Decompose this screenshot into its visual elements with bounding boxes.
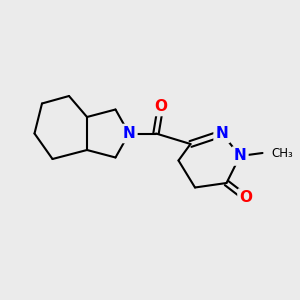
Text: CH₃: CH₃ bbox=[272, 146, 293, 160]
Text: N: N bbox=[216, 126, 228, 141]
Text: N: N bbox=[123, 126, 135, 141]
Text: N: N bbox=[234, 148, 246, 164]
Text: O: O bbox=[154, 99, 167, 114]
Text: O: O bbox=[239, 190, 253, 206]
